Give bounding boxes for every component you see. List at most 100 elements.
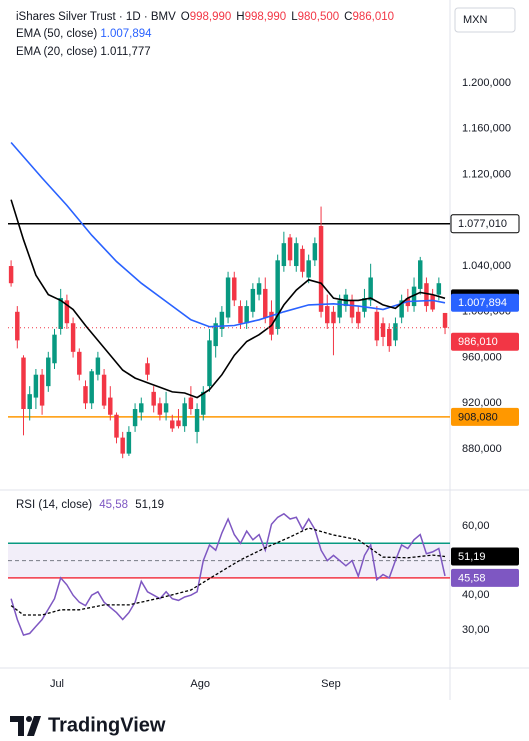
candle-body bbox=[269, 311, 274, 335]
y-tick-label: 960,000 bbox=[462, 351, 502, 363]
candle-body bbox=[33, 374, 39, 398]
symbol: iShares Silver Trust · 1D · BMV bbox=[16, 11, 176, 23]
rsi-ma-line bbox=[10, 527, 446, 616]
candle-body bbox=[83, 386, 88, 404]
ohlc-value: 998,990 bbox=[244, 11, 287, 23]
y-tick-label: 1.040,000 bbox=[462, 260, 511, 272]
candle-body bbox=[132, 409, 138, 427]
candle-body bbox=[52, 334, 57, 364]
rsi-tick-label: 30,00 bbox=[462, 624, 490, 636]
rsi-tick-label: 60,00 bbox=[462, 520, 490, 532]
legend-value: 51,19 bbox=[135, 499, 165, 511]
candle-body bbox=[182, 403, 187, 427]
candle-body bbox=[281, 243, 287, 267]
candle-body bbox=[201, 391, 206, 415]
y-tick-label: 1.200,000 bbox=[462, 77, 511, 89]
candle-body bbox=[436, 283, 442, 295]
candle-body bbox=[418, 260, 423, 289]
candle-body bbox=[176, 420, 181, 427]
candle-body bbox=[145, 363, 150, 375]
candle-body bbox=[15, 311, 20, 341]
legend-value: 1.007,894 bbox=[100, 28, 152, 40]
legend-rsi: RSI (14, close) 45,58 51,19 bbox=[16, 499, 164, 511]
logo bbox=[10, 716, 41, 736]
candle-body bbox=[139, 403, 144, 413]
candle-body bbox=[232, 277, 237, 301]
hline-label: 908,080 bbox=[458, 411, 498, 423]
candle-body bbox=[337, 300, 342, 318]
candle-body bbox=[362, 298, 367, 312]
candle-body bbox=[349, 300, 355, 318]
ohlc-value: 998,990 bbox=[189, 11, 232, 23]
rsi-ma-label-box bbox=[451, 547, 519, 566]
ohlc-key: O bbox=[180, 11, 190, 23]
brand: TradingView bbox=[48, 714, 166, 736]
ema-line bbox=[10, 199, 446, 399]
candle-body bbox=[263, 288, 268, 318]
candle-body bbox=[238, 306, 243, 324]
legend-ema50: EMA (50, close) 1.007,894 bbox=[16, 28, 152, 40]
x-tick-label: Jul bbox=[50, 678, 64, 690]
candle-body bbox=[151, 391, 156, 406]
candle-body bbox=[356, 311, 361, 324]
price-pane bbox=[8, 141, 450, 459]
candle-body bbox=[244, 306, 249, 324]
candle-body bbox=[157, 403, 163, 415]
candle-body bbox=[89, 371, 94, 404]
candle-body bbox=[188, 397, 194, 410]
ohlc-value: 980,500 bbox=[297, 11, 340, 23]
candle-body bbox=[108, 397, 113, 415]
candle-body bbox=[46, 357, 51, 387]
last-price-label-box bbox=[451, 332, 519, 351]
candle-body bbox=[399, 300, 404, 318]
y-tick-label: 920,000 bbox=[462, 397, 502, 409]
candle-body bbox=[194, 409, 200, 432]
candle-body bbox=[225, 277, 231, 318]
hline-label: 1.077,010 bbox=[458, 218, 507, 230]
candle-body bbox=[39, 374, 45, 406]
candle-body bbox=[424, 283, 429, 307]
candle-body bbox=[294, 243, 299, 267]
candle-body bbox=[77, 351, 82, 375]
ema-label-box bbox=[451, 293, 519, 312]
candle-body bbox=[325, 306, 330, 324]
candle-body bbox=[312, 243, 318, 261]
hline-label-box bbox=[451, 407, 519, 426]
legend-name: RSI (14, close) bbox=[16, 499, 93, 511]
candle-body bbox=[250, 288, 256, 312]
candle-body bbox=[306, 260, 311, 278]
legend-ema20: EMA (20, close) 1.011,777 bbox=[16, 46, 151, 58]
y-tick-label: 1.120,000 bbox=[462, 168, 511, 180]
rsi-label: 45,58 bbox=[458, 572, 486, 584]
y-tick-label: 1.160,000 bbox=[462, 123, 511, 135]
y-tick-label: 880,000 bbox=[462, 443, 502, 455]
ema-line bbox=[10, 141, 446, 328]
ohlc-value: 986,010 bbox=[352, 11, 395, 23]
candle-body bbox=[380, 323, 386, 337]
rsi-pane bbox=[8, 512, 450, 637]
candle-body bbox=[256, 283, 262, 295]
candle-body bbox=[70, 323, 76, 352]
candle-body bbox=[213, 323, 218, 347]
candle-body bbox=[331, 311, 336, 324]
last-price-label: 986,010 bbox=[458, 336, 498, 348]
candle-body bbox=[8, 266, 14, 284]
hline-label-box bbox=[450, 214, 520, 234]
candle-body bbox=[275, 260, 280, 329]
currency-box[interactable] bbox=[454, 7, 516, 33]
rsi-ma-label: 51,19 bbox=[458, 551, 486, 563]
candle-body bbox=[21, 357, 26, 410]
candle-body bbox=[374, 311, 380, 341]
ohlc-key: H bbox=[236, 11, 245, 23]
candle-body bbox=[219, 311, 225, 329]
legend-value: 45,58 bbox=[99, 499, 129, 511]
candle-body bbox=[163, 403, 169, 413]
candle-body bbox=[101, 374, 107, 406]
currency: MXN bbox=[463, 14, 488, 26]
x-tick-label: Ago bbox=[190, 678, 210, 690]
candle-body bbox=[58, 298, 63, 329]
candle-body bbox=[27, 394, 32, 410]
candle-body bbox=[387, 328, 392, 347]
